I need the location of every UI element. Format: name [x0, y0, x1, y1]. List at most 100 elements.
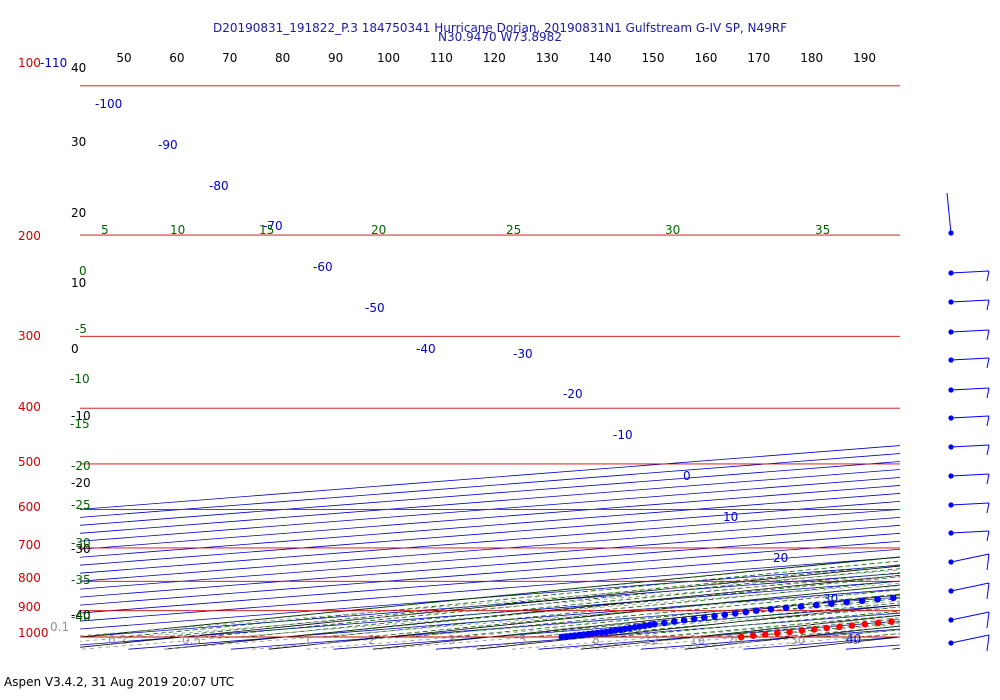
wind-barb-flag — [986, 611, 990, 629]
isotherm-label: -80 — [209, 179, 229, 193]
dewpoint-point — [631, 624, 639, 631]
wind-barb-shaft — [950, 415, 990, 419]
temperature-point — [848, 622, 856, 629]
moist-adiabat-line — [530, 602, 900, 638]
mixing-ratio-label: 1 — [304, 633, 312, 647]
isotherm-line — [80, 556, 900, 622]
isotherm-label: -50 — [365, 301, 385, 315]
temperature-point — [798, 627, 806, 634]
isobar-lines — [80, 85, 900, 638]
moist-adiabat-line — [202, 568, 900, 638]
dry-adiabat-line — [996, 62, 1000, 649]
temperature-point — [823, 624, 830, 632]
left-axis-label: -10 — [71, 409, 91, 423]
dewpoint-point — [976, 586, 983, 593]
isotherm-line — [230, 596, 900, 650]
isotherm-line — [128, 588, 900, 650]
mixing-ratio-line — [251, 596, 900, 650]
chart-subtitle-location: N30.9470 W73.8982 — [438, 30, 562, 44]
pressure-label: 100 — [18, 56, 41, 70]
mixing-ratio-label: 0.5 — [182, 633, 201, 647]
dry-adiabat-line — [80, 565, 900, 648]
isotherm-line — [640, 628, 900, 650]
mixing-ratio-label: 3 — [448, 633, 456, 647]
wind-barb-shaft — [950, 473, 990, 477]
dry-adiabat-line — [476, 604, 900, 650]
pressure-label: 600 — [18, 500, 41, 514]
dewpoint-point — [858, 597, 866, 605]
dewpoint-point — [933, 590, 940, 597]
mixing-ratio-label: 30 — [790, 633, 805, 647]
moist-adiabat-line — [325, 580, 900, 638]
moist-adiabat-label-left: 0 — [79, 264, 87, 278]
top-axis-tick: 140 — [589, 51, 612, 65]
top-axis-tick: 160 — [694, 51, 717, 65]
moist-adiabat-line — [817, 629, 900, 638]
moist-adiabat-line — [120, 560, 900, 638]
wind-barb-flag — [986, 329, 990, 341]
dewpoint-point — [828, 600, 835, 607]
wind-barb-shaft — [950, 444, 990, 448]
wind-barb-flag — [986, 415, 990, 427]
mixing-ratio-label: 0.1 — [50, 620, 69, 634]
temperature-point — [915, 616, 922, 623]
dewpoint-point — [782, 604, 790, 612]
isotherm-line — [80, 548, 900, 614]
moist-adiabat-label-top: 25 — [506, 223, 521, 237]
left-axis-label: 20 — [71, 206, 86, 220]
dewpoint-point — [680, 616, 688, 624]
dewpoint-point — [646, 621, 653, 629]
isotherm-line — [538, 620, 900, 650]
chart-title: D20190831_191822_P.3 184750341 Hurricane… — [212, 21, 788, 35]
isotherm-line — [845, 644, 900, 650]
moist-adiabat-line — [735, 622, 900, 638]
moist-adiabat-label-left: -15 — [70, 417, 90, 431]
moist-adiabat-label-top: 5 — [101, 223, 109, 237]
dewpoint-point — [690, 615, 698, 623]
dewpoint-point — [812, 601, 820, 609]
isotherm-label: -70 — [263, 219, 283, 233]
pressure-label-secondary: -110 — [40, 56, 67, 70]
wind-barb-shaft — [950, 553, 990, 563]
isotherm-line — [80, 500, 900, 566]
isotherm-line — [80, 540, 900, 606]
top-axis-tick: 190 — [853, 51, 876, 65]
left-axis-label: 30 — [71, 135, 86, 149]
isotherm-line — [80, 532, 900, 598]
temperature-point — [761, 631, 769, 638]
temperature-point — [749, 632, 757, 639]
moist-adiabat-label-top: 20 — [371, 223, 386, 237]
wind-barb-shaft — [950, 387, 990, 391]
pressure-label: 300 — [18, 329, 41, 343]
moist-adiabat-label-top: 35 — [815, 223, 830, 237]
dewpoint-point — [558, 633, 566, 641]
mixing-ratio-label: 12 — [644, 633, 659, 647]
wind-barb-flag — [986, 357, 990, 369]
dewpoint-point — [767, 606, 775, 613]
top-axis-tick: 110 — [430, 51, 453, 65]
isotherm-line — [80, 508, 900, 574]
moist-adiabat-label-top: 10 — [170, 223, 185, 237]
moist-adiabat-label-left: -5 — [75, 322, 87, 336]
left-axis-label: 10 — [71, 276, 86, 290]
left-axis-label: -30 — [71, 542, 91, 556]
mixing-ratio-label: 5 — [519, 633, 527, 647]
dewpoint-point — [711, 612, 718, 620]
dewpoint-point — [890, 594, 897, 602]
sounding-traces — [558, 584, 997, 641]
dewpoint-point — [843, 598, 850, 606]
isotherm-label: -20 — [563, 387, 583, 401]
isotherm-line — [80, 493, 900, 558]
wind-barb-flag — [986, 444, 990, 456]
mixing-ratio-label: 0.2 — [108, 633, 127, 647]
dewpoint-point — [670, 618, 678, 625]
pressure-label: 400 — [18, 400, 41, 414]
left-axis-label: -40 — [71, 608, 91, 622]
pressure-label: 500 — [18, 455, 41, 469]
moist-adiabat-label-top: 30 — [665, 223, 680, 237]
pressure-label: 900 — [18, 600, 41, 614]
dewpoint-point — [721, 611, 729, 619]
dewpoint-point — [990, 584, 997, 591]
